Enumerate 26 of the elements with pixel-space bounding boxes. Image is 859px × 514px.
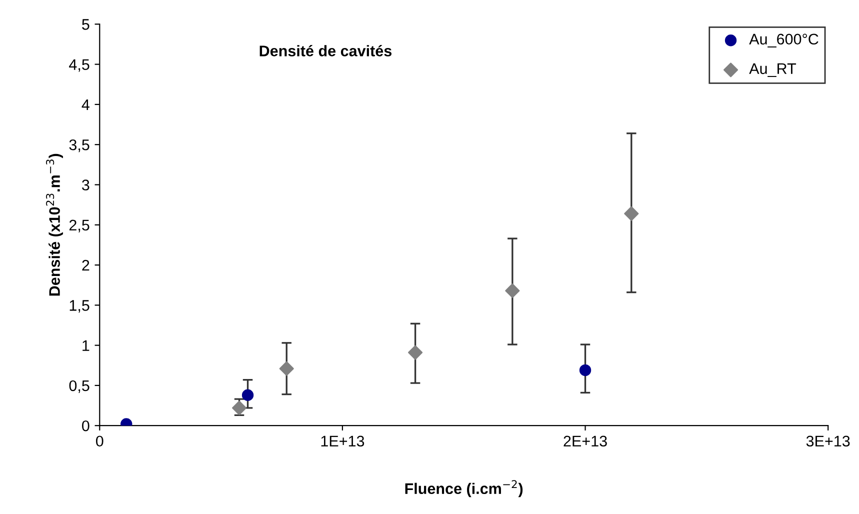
- y-tick-label: 4,5: [69, 59, 90, 72]
- legend-label: Au_600°C: [749, 34, 818, 48]
- point: [279, 361, 294, 376]
- x-tick-label: 2E+13: [564, 436, 607, 447]
- y-axis-title: Densité (x10$^{23}$.m$^{−3}$): [46, 154, 63, 296]
- y-tick-label: 4: [82, 99, 90, 110]
- text: Densité de cavités: [260, 45, 392, 56]
- point: [505, 283, 520, 298]
- legend-label: Au_RT: [749, 63, 796, 77]
- y-tick-label: 2,5: [69, 220, 90, 232]
- point: [624, 206, 639, 221]
- x-tick-label: 1E+13: [321, 436, 364, 447]
- y-tick-label: 0: [82, 420, 90, 432]
- y-tick-label: 1,5: [70, 300, 90, 313]
- point: [408, 345, 423, 360]
- point: [579, 364, 592, 376]
- y-tick-label: 0,5: [69, 380, 90, 393]
- y-tick-label: 5: [82, 19, 90, 30]
- x-axis-title: Fluence (i.cm$^{−2}$): [405, 480, 523, 498]
- y-tick-label: 3: [82, 180, 90, 190]
- y-tick-label: 2: [82, 260, 90, 271]
- y-tick-label: 1: [82, 340, 90, 351]
- x-tick-label: 3E+13: [806, 436, 850, 447]
- point: [242, 389, 254, 401]
- y-tick-label: 3,5: [69, 139, 90, 152]
- x-tick-label: 0: [96, 436, 104, 447]
